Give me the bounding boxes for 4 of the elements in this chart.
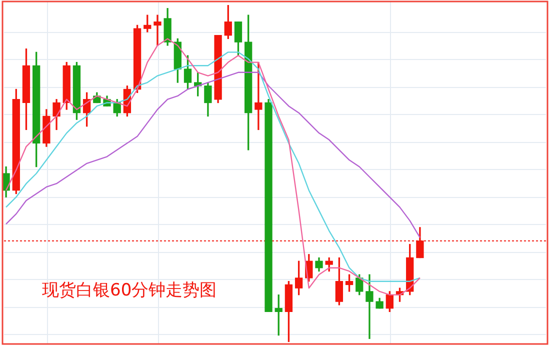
candlestick: [254, 62, 262, 130]
candlestick: [154, 14, 162, 46]
candlestick: [366, 274, 374, 339]
text: 现货白银60分钟走势图: [42, 280, 217, 300]
